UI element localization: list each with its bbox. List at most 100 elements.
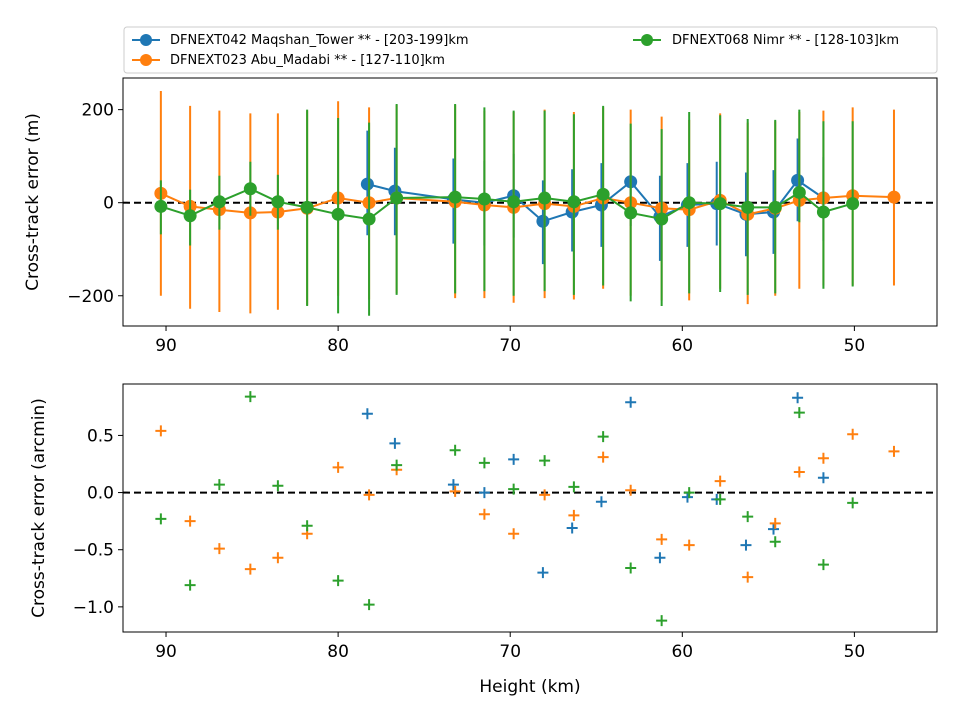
data-point	[596, 187, 610, 201]
data-point	[449, 444, 461, 456]
data-point	[597, 451, 609, 463]
data-point	[507, 195, 521, 209]
data-point	[300, 200, 314, 214]
data-point	[887, 190, 901, 204]
data-point	[655, 212, 669, 226]
data-point	[331, 207, 345, 221]
y-tick-label: 0.0	[87, 484, 114, 504]
data-point	[301, 520, 313, 532]
data-point	[212, 195, 226, 209]
data-point	[448, 190, 462, 204]
legend-label: DFNEXT023 Abu_Madabi ** - [127-110]km	[170, 53, 445, 68]
x-tick-label: 60	[671, 642, 693, 662]
data-point	[449, 485, 461, 497]
data-point	[478, 508, 490, 520]
series-line	[367, 179, 824, 223]
top-plot-area	[123, 91, 937, 316]
data-point	[447, 479, 459, 491]
series-nimr	[154, 104, 860, 316]
data-point	[847, 497, 859, 509]
data-point	[713, 197, 727, 211]
data-point	[816, 205, 830, 219]
data-point	[362, 212, 376, 226]
data-point	[391, 459, 403, 471]
bottom-y-axis-label: Cross-track error (arcmin)	[29, 398, 49, 618]
legend-frame	[123, 26, 938, 74]
data-point	[888, 445, 900, 457]
series-abu-madabi	[155, 425, 900, 583]
data-point	[793, 466, 805, 478]
data-point	[537, 567, 549, 579]
data-point	[478, 487, 490, 499]
data-point	[683, 539, 695, 551]
x-tick-label: 70	[499, 642, 521, 662]
x-tick-label: 50	[844, 642, 866, 662]
data-point	[595, 496, 607, 508]
data-point	[155, 425, 167, 437]
data-point	[792, 185, 806, 199]
legend-label: DFNEXT068 Nimr ** - [128-103]km	[672, 33, 899, 48]
top-y-ticks: 200 0 −200	[67, 101, 123, 307]
data-point	[389, 437, 401, 449]
x-tick-label: 80	[327, 642, 349, 662]
data-point	[244, 391, 256, 403]
legend-entry-maqshan: DFNEXT042 Maqshan_Tower ** - [203-199]km	[132, 33, 469, 48]
y-tick-label: 200	[82, 101, 114, 121]
data-point	[846, 197, 860, 211]
top-x-ticks: 90 80 70 60 50	[155, 326, 865, 356]
data-point	[536, 214, 550, 228]
data-point	[683, 487, 695, 499]
data-point	[656, 615, 668, 627]
data-point	[539, 489, 551, 501]
bottom-plot-area	[123, 391, 937, 627]
data-point	[272, 480, 284, 492]
data-point	[390, 191, 404, 205]
data-point	[567, 195, 581, 209]
bottom-axes-frame	[122, 383, 938, 633]
legend-entry-abu-madabi: DFNEXT023 Abu_Madabi ** - [127-110]km	[132, 53, 445, 68]
data-point	[714, 475, 726, 487]
data-point	[568, 509, 580, 521]
data-point	[244, 563, 256, 575]
legend-swatch-marker	[140, 34, 152, 46]
data-point	[654, 552, 666, 564]
x-tick-label: 80	[327, 336, 349, 356]
series-maqshan-tower	[361, 392, 829, 579]
data-point	[213, 479, 225, 491]
y-tick-label: 0.5	[87, 426, 114, 446]
data-point	[817, 472, 829, 484]
data-point	[742, 511, 754, 523]
bottom-x-ticks: 90 80 70 60 50	[155, 632, 865, 662]
data-point	[360, 177, 374, 191]
data-point	[538, 191, 552, 205]
data-point	[566, 522, 578, 534]
bottom-y-ticks: 0.5 0.0 −0.5 −1.0	[73, 426, 123, 618]
data-point	[508, 483, 520, 495]
data-point	[271, 195, 285, 209]
data-point	[508, 453, 520, 465]
top-y-axis-label: Cross-track error (m)	[23, 113, 43, 291]
data-point	[847, 428, 859, 440]
data-point	[154, 199, 168, 213]
data-point	[817, 452, 829, 464]
data-point	[625, 562, 637, 574]
data-point	[625, 484, 637, 496]
data-point	[478, 457, 490, 469]
data-point	[769, 517, 781, 529]
legend-label: DFNEXT042 Maqshan_Tower ** - [203-199]km	[170, 33, 469, 48]
y-tick-label: −0.5	[73, 541, 114, 561]
bottom-x-axis-label: Height (km)	[479, 677, 580, 697]
data-point	[213, 543, 225, 555]
x-tick-label: 90	[155, 336, 177, 356]
data-point	[332, 575, 344, 587]
data-point	[624, 206, 638, 220]
data-point	[682, 196, 696, 210]
y-tick-label: 0	[103, 194, 114, 214]
data-point	[184, 515, 196, 527]
data-point	[742, 571, 754, 583]
legend-swatch-marker	[140, 54, 152, 66]
data-point	[155, 513, 167, 525]
data-point	[741, 200, 755, 214]
data-point	[272, 552, 284, 564]
data-point	[769, 536, 781, 548]
